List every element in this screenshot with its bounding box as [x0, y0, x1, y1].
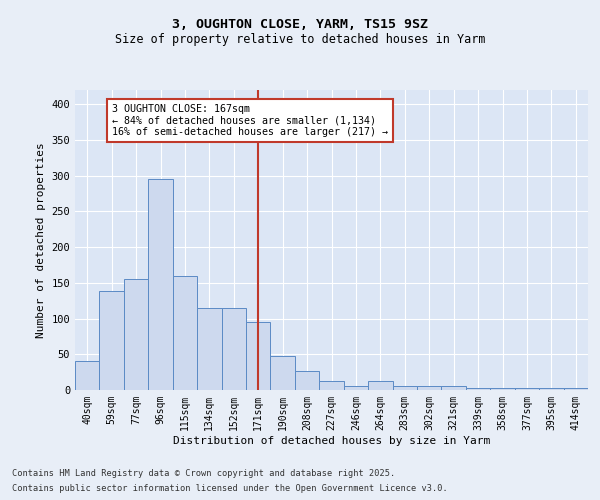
Bar [100, 292, 124, 390]
Text: Size of property relative to detached houses in Yarm: Size of property relative to detached ho… [115, 32, 485, 46]
Bar [466, 388, 490, 390]
Bar [221, 308, 246, 390]
Text: 3, OUGHTON CLOSE, YARM, TS15 9SZ: 3, OUGHTON CLOSE, YARM, TS15 9SZ [172, 18, 428, 30]
X-axis label: Distribution of detached houses by size in Yarm: Distribution of detached houses by size … [173, 436, 490, 446]
Bar [246, 322, 271, 390]
Text: Contains public sector information licensed under the Open Government Licence v3: Contains public sector information licen… [12, 484, 448, 493]
Bar [197, 308, 221, 390]
Y-axis label: Number of detached properties: Number of detached properties [36, 142, 46, 338]
Bar [368, 382, 392, 390]
Bar [75, 362, 100, 390]
Bar [442, 386, 466, 390]
Bar [271, 356, 295, 390]
Bar [490, 388, 515, 390]
Bar [148, 180, 173, 390]
Bar [563, 388, 588, 390]
Bar [515, 388, 539, 390]
Bar [539, 388, 563, 390]
Bar [417, 386, 442, 390]
Bar [124, 280, 148, 390]
Text: 3 OUGHTON CLOSE: 167sqm
← 84% of detached houses are smaller (1,134)
16% of semi: 3 OUGHTON CLOSE: 167sqm ← 84% of detache… [112, 104, 388, 138]
Bar [173, 276, 197, 390]
Bar [295, 372, 319, 390]
Bar [392, 386, 417, 390]
Bar [344, 386, 368, 390]
Text: Contains HM Land Registry data © Crown copyright and database right 2025.: Contains HM Land Registry data © Crown c… [12, 469, 395, 478]
Bar [319, 382, 344, 390]
